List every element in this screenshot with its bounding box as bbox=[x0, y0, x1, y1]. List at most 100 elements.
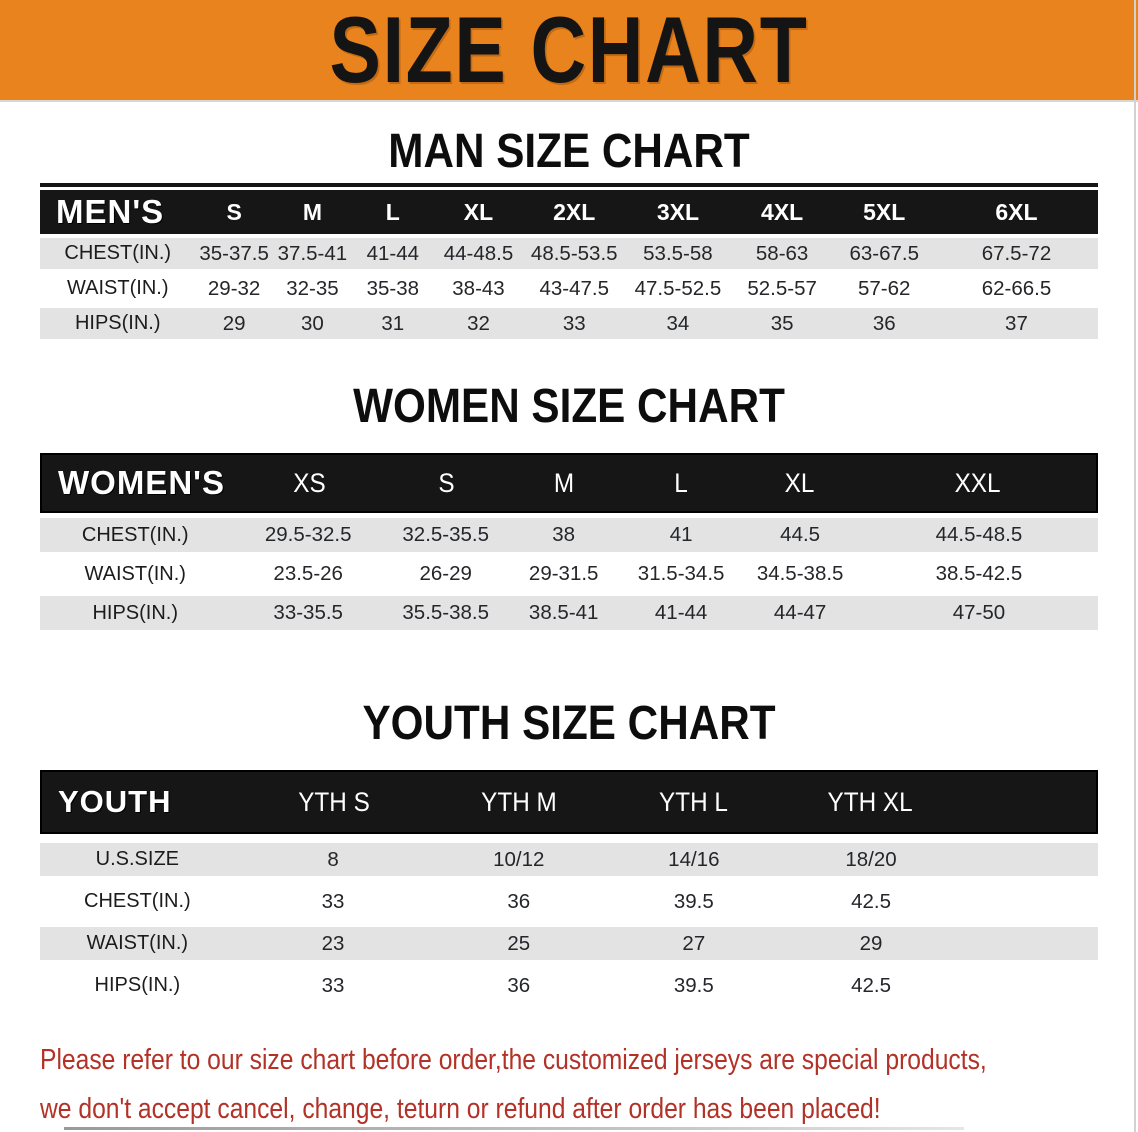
size-value-cell: 18/20 bbox=[845, 847, 897, 871]
right-edge-line bbox=[1134, 0, 1136, 1132]
table-title-cell: WOMEN'S bbox=[58, 464, 226, 501]
size-column-header: 6XL bbox=[995, 198, 1038, 225]
size-value-cell: 36 bbox=[872, 311, 896, 335]
size-value-cell: 41-44 bbox=[366, 241, 420, 265]
size-value-cell: 35 bbox=[770, 311, 794, 335]
size-column-header: 2XL bbox=[553, 198, 596, 225]
size-value-cell: 53.5-58 bbox=[643, 241, 713, 265]
size-value-cell: 63-67.5 bbox=[849, 241, 919, 265]
women-size-table: WOMEN'S XS S M L XL XXL CHEST(IN.) 29.5-32.5 32.5… bbox=[40, 453, 1098, 630]
size-column-header: XL bbox=[784, 467, 815, 498]
size-value-cell: 26-29 bbox=[419, 562, 472, 585]
youth-section: YOUTH SIZE CHART YOUTH YTH S YTH M YTH L YTH… bbox=[0, 700, 1138, 1002]
table-title-cell: MEN'S bbox=[56, 193, 165, 230]
size-value-cell: 38.5-42.5 bbox=[935, 562, 1023, 585]
table-row: WAIST(IN.) 23 25 27 29 bbox=[40, 927, 1098, 960]
measurement-label: CHEST(IN.) bbox=[84, 890, 191, 912]
size-value-cell: 62-66.5 bbox=[981, 276, 1052, 300]
table-header-row: WOMEN'S XS S M L XL XXL bbox=[40, 453, 1098, 513]
size-column-header: XXL bbox=[954, 467, 1001, 498]
size-value-cell: 27 bbox=[682, 931, 706, 955]
page-title: SIZE CHART bbox=[329, 0, 809, 102]
size-value-cell: 35.5-38.5 bbox=[402, 601, 490, 624]
size-value-cell: 36 bbox=[507, 973, 531, 997]
size-value-cell: 37 bbox=[1005, 311, 1028, 335]
table-row: CHEST(IN.) 29.5-32.5 32.5-35.5 38 41 44.5 44.5… bbox=[40, 518, 1098, 552]
size-value-cell: 57-62 bbox=[858, 276, 911, 300]
size-value-cell: 42.5 bbox=[851, 973, 891, 997]
table-title-cell: YOUTH bbox=[58, 784, 172, 819]
table-row: WAIST(IN.) 29-32 32-35 35-38 38-43 43-47.5 47.… bbox=[40, 273, 1098, 304]
size-value-cell: 8 bbox=[327, 847, 339, 871]
size-column-header: YTH XL bbox=[827, 786, 913, 817]
women-section: WOMEN SIZE CHART WOMEN'S XS S M L XL XXL CHEST(… bbox=[0, 383, 1138, 630]
size-column-header: 3XL bbox=[656, 198, 699, 225]
size-value-cell: 33 bbox=[562, 311, 586, 335]
measurement-label: U.S.SIZE bbox=[95, 848, 180, 870]
size-value-cell: 37.5-41 bbox=[277, 241, 348, 265]
size-column-header: 4XL bbox=[761, 198, 804, 225]
size-value-cell: 36 bbox=[507, 889, 531, 913]
bottom-edge-line bbox=[64, 1127, 964, 1130]
size-column-header: YTH M bbox=[481, 786, 557, 817]
women-section-heading: WOMEN SIZE CHART bbox=[353, 380, 785, 433]
size-value-cell: 43-47.5 bbox=[539, 276, 609, 300]
size-value-cell: 39.5 bbox=[673, 973, 714, 997]
size-column-header: S bbox=[226, 198, 242, 225]
size-column-header: L bbox=[673, 467, 688, 498]
size-column-header: 5XL bbox=[863, 198, 906, 225]
size-value-cell: 30 bbox=[301, 311, 324, 335]
size-value-cell: 47.5-52.5 bbox=[634, 276, 722, 300]
measurement-label: HIPS(IN.) bbox=[94, 974, 181, 996]
footer-notice: Please refer to our size chart before or… bbox=[40, 1038, 1098, 1132]
table-header-row: YOUTH YTH S YTH M YTH L YTH XL bbox=[40, 770, 1098, 834]
size-value-cell: 25 bbox=[507, 931, 531, 955]
measurement-label: WAIST(IN.) bbox=[84, 562, 186, 585]
measurement-label: HIPS(IN.) bbox=[92, 601, 178, 624]
size-value-cell: 23 bbox=[321, 931, 345, 955]
measurement-label: WAIST(IN.) bbox=[67, 277, 169, 299]
size-value-cell: 29 bbox=[859, 931, 883, 955]
size-value-cell: 31.5-34.5 bbox=[637, 562, 725, 585]
size-column-header: YTH L bbox=[658, 786, 728, 817]
size-value-cell: 34.5-38.5 bbox=[756, 562, 844, 585]
size-value-cell: 33 bbox=[321, 973, 345, 997]
size-value-cell: 14/16 bbox=[668, 847, 720, 871]
size-value-cell: 38-43 bbox=[452, 276, 505, 300]
size-value-cell: 44.5 bbox=[780, 523, 821, 546]
size-value-cell: 47-50 bbox=[952, 601, 1006, 624]
size-column-header: M bbox=[553, 467, 574, 498]
size-value-cell: 29 bbox=[222, 311, 246, 335]
notice-text-1: Please refer to our size chart before or… bbox=[40, 1044, 987, 1076]
size-column-header: L bbox=[385, 198, 400, 225]
notice-text-2: we don't accept cancel, change, teturn o… bbox=[40, 1093, 881, 1125]
table-row: WAIST(IN.) 23.5-26 26-29 29-31.5 31.5-34.5 34… bbox=[40, 557, 1098, 591]
men-section-heading: MAN SIZE CHART bbox=[388, 125, 750, 178]
notice-line-1: Please refer to our size chart before or… bbox=[40, 1038, 1098, 1087]
size-value-cell: 33 bbox=[321, 889, 345, 913]
size-value-cell: 34 bbox=[666, 311, 690, 335]
size-value-cell: 67.5-72 bbox=[981, 241, 1052, 265]
size-value-cell: 32 bbox=[467, 311, 490, 335]
size-value-cell: 32.5-35.5 bbox=[402, 523, 490, 546]
men-section: MAN SIZE CHART MEN'S S M L XL 2XL 3XL 4XL 5XL 6XL… bbox=[0, 128, 1138, 339]
size-value-cell: 41 bbox=[669, 523, 693, 546]
measurement-label: WAIST(IN.) bbox=[86, 932, 189, 954]
size-value-cell: 29-32 bbox=[207, 276, 261, 300]
size-value-cell: 44-47 bbox=[773, 601, 827, 624]
size-value-cell: 29.5-32.5 bbox=[264, 523, 352, 546]
size-value-cell: 10/12 bbox=[493, 847, 545, 871]
size-column-header: YTH S bbox=[298, 786, 370, 817]
size-value-cell: 48.5-53.5 bbox=[530, 241, 618, 265]
table-row: CHEST(IN.) 35-37.5 37.5-41 41-44 44-48.5 48.5… bbox=[40, 238, 1098, 269]
size-value-cell: 41-44 bbox=[654, 601, 708, 624]
youth-section-heading: YOUTH SIZE CHART bbox=[362, 697, 776, 750]
table-row: HIPS(IN.) 33 36 39.5 42.5 bbox=[40, 969, 1098, 1002]
men-size-table: MEN'S S M L XL 2XL 3XL 4XL 5XL 6XL CHEST(IN.) 35-37… bbox=[40, 183, 1098, 339]
size-value-cell: 38 bbox=[552, 523, 576, 546]
table-row: U.S.SIZE 8 10/12 14/16 18/20 bbox=[40, 843, 1098, 876]
size-value-cell: 23.5-26 bbox=[273, 562, 343, 585]
table-row: CHEST(IN.) 33 36 39.5 42.5 bbox=[40, 885, 1098, 918]
size-value-cell: 35-38 bbox=[366, 276, 420, 300]
